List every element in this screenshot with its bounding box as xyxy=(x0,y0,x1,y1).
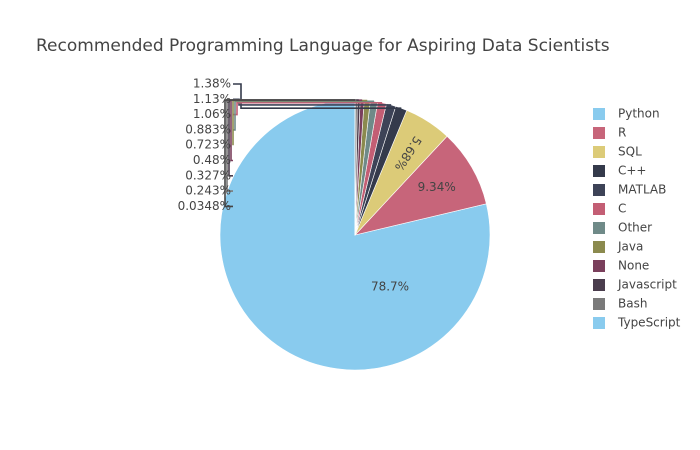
legend-label: Python xyxy=(618,107,660,121)
legend-swatch xyxy=(593,222,605,234)
legend-item-r[interactable]: R xyxy=(593,126,626,140)
legend: Python R SQL C++ MATLAB C Other Java None Javascr… xyxy=(593,107,681,330)
leader-line-cpp xyxy=(233,83,402,109)
legend-swatch xyxy=(593,260,605,272)
slice-label-javascript: 0.327% xyxy=(185,168,231,182)
legend-label: Java xyxy=(617,240,643,254)
legend-item-python[interactable]: Python xyxy=(593,107,660,121)
legend-item-typescript[interactable]: TypeScript xyxy=(593,316,681,330)
slice-label-matlab: 1.13% xyxy=(193,92,231,106)
legend-item-bash[interactable]: Bash xyxy=(593,297,647,311)
chart-title: Recommended Programming Language for Asp… xyxy=(36,36,610,56)
pie-slices xyxy=(219,99,491,371)
legend-swatch xyxy=(593,279,605,291)
legend-swatch xyxy=(593,241,605,253)
slice-label-python: 78.7% xyxy=(371,280,409,294)
legend-label: None xyxy=(618,259,649,273)
legend-swatch xyxy=(593,146,605,158)
legend-swatch xyxy=(593,203,605,215)
slice-label-other: 0.883% xyxy=(185,122,231,136)
legend-swatch xyxy=(593,317,605,329)
legend-item-c[interactable]: C xyxy=(593,202,626,216)
legend-item-java[interactable]: Java xyxy=(593,240,643,254)
legend-label: MATLAB xyxy=(618,183,666,197)
slice-label-typescript: 0.0348% xyxy=(178,199,231,213)
legend-item-javascript[interactable]: Javascript xyxy=(593,278,677,292)
legend-item-sql[interactable]: SQL xyxy=(593,145,642,159)
slice-label-c: 1.06% xyxy=(193,107,231,121)
legend-label: Bash xyxy=(618,297,647,311)
leader-line-typescript xyxy=(224,99,356,208)
legend-item-matlab[interactable]: MATLAB xyxy=(593,183,666,197)
legend-label: C xyxy=(618,202,626,216)
legend-swatch xyxy=(593,184,605,196)
legend-item-cpp[interactable]: C++ xyxy=(593,164,647,178)
legend-label: R xyxy=(618,126,626,140)
pie-slice-r[interactable] xyxy=(354,135,487,236)
legend-label: Javascript xyxy=(617,278,677,292)
legend-label: TypeScript xyxy=(617,316,681,330)
legend-swatch xyxy=(593,298,605,310)
slice-label-none: 0.48% xyxy=(193,153,231,167)
legend-label: C++ xyxy=(618,164,647,178)
slice-label-bash: 0.243% xyxy=(185,184,231,198)
legend-item-other[interactable]: Other xyxy=(593,221,652,235)
slice-label-r: 9.34% xyxy=(418,180,456,194)
legend-swatch xyxy=(593,127,605,139)
legend-label: Other xyxy=(618,221,652,235)
legend-item-none[interactable]: None xyxy=(593,259,649,273)
slice-label-java: 0.723% xyxy=(185,138,231,152)
label-leader-lines xyxy=(224,83,402,208)
legend-swatch xyxy=(593,108,605,120)
legend-label: SQL xyxy=(618,145,642,159)
legend-swatch xyxy=(593,165,605,177)
slice-label-cpp: 1.38% xyxy=(193,77,231,91)
